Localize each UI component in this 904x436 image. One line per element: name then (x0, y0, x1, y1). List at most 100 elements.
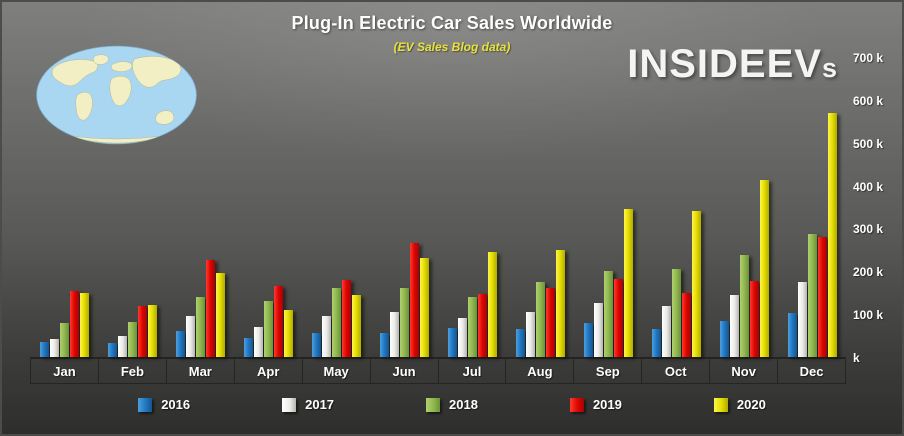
plot-area (30, 57, 846, 357)
bar-2016-jan (39, 342, 49, 357)
month-label-may: May (303, 359, 371, 383)
bar-2017-jul (457, 318, 467, 357)
legend-label-2017: 2017 (305, 397, 335, 412)
month-label-sep: Sep (574, 359, 643, 383)
bar-2017-jun (389, 312, 399, 357)
bar-2016-jun (379, 333, 389, 357)
y-tick-label: 600 k (853, 93, 884, 108)
bar-2019-feb (137, 306, 147, 357)
legend-label-2019: 2019 (592, 397, 622, 412)
legend-item-2016: 2016 (138, 397, 190, 412)
bar-2016-apr (243, 338, 253, 357)
bar-2018-sep (603, 271, 613, 357)
bar-2018-jan (59, 323, 69, 357)
bar-2020-dec (827, 113, 837, 357)
bar-2016-dec (787, 313, 797, 357)
bar-2020-oct (691, 211, 701, 357)
bar-group-feb (98, 57, 166, 357)
bar-2018-apr (263, 301, 273, 357)
bar-2019-apr (273, 286, 283, 357)
bar-2020-mar (215, 273, 225, 357)
y-axis: k 100 k 200 k 300 k 400 k 500 k 600 k 700 k (853, 51, 904, 365)
bar-2016-jul (447, 328, 457, 357)
bar-group-oct (642, 57, 710, 357)
bar-2016-aug (515, 329, 525, 357)
bar-2020-jan (79, 293, 89, 357)
logo-ev-text: EV (766, 42, 822, 86)
bar-2017-nov (729, 295, 739, 357)
month-label-jan: Jan (30, 359, 99, 383)
bar-2019-nov (749, 281, 759, 357)
y-tick-label: 300 k (853, 222, 884, 237)
bar-2020-jun (419, 258, 429, 357)
bar-2019-may (341, 280, 351, 357)
month-axis: Jan Feb Mar Apr May Jun Jul Aug Sep Oct Nov Dec (30, 357, 847, 384)
bar-2016-oct (651, 329, 661, 357)
bar-2018-jun (399, 288, 409, 357)
month-label-jun: Jun (371, 359, 439, 383)
month-label-feb: Feb (99, 359, 167, 383)
bar-2017-may (321, 316, 331, 357)
chart-title: Plug-In Electric Car Sales Worldwide (291, 13, 613, 33)
world-map-icon (35, 39, 198, 151)
bar-group-jan (30, 57, 98, 357)
insideevs-logo: INSIDEEVs (627, 44, 838, 84)
bar-group-jun (370, 57, 438, 357)
bar-2018-may (331, 288, 341, 357)
bar-2017-feb (117, 336, 127, 357)
y-tick-label: k (853, 351, 860, 365)
bar-2018-oct (671, 269, 681, 357)
bar-2018-mar (195, 297, 205, 357)
bar-2017-apr (253, 327, 263, 357)
bar-2019-mar (205, 260, 215, 357)
y-tick-label: 100 k (853, 308, 884, 323)
month-label-oct: Oct (642, 359, 711, 383)
bar-group-may (302, 57, 370, 357)
legend-swatch-2018 (426, 397, 441, 412)
bar-2016-sep (583, 323, 593, 357)
bar-group-jul (438, 57, 506, 357)
bar-2020-jul (487, 252, 497, 357)
bar-2017-aug (525, 312, 535, 357)
bar-2016-mar (175, 331, 185, 357)
bar-2016-feb (107, 343, 117, 357)
legend: 2016 2017 2018 2019 2020 (2, 397, 902, 412)
bar-2017-mar (185, 316, 195, 357)
bar-2019-sep (613, 279, 623, 357)
bar-group-dec (778, 57, 846, 357)
bar-2018-feb (127, 322, 137, 357)
chart-subtitle: (EV Sales Blog data) (393, 40, 511, 54)
bar-group-nov (710, 57, 778, 357)
month-label-apr: Apr (235, 359, 303, 383)
bar-groups (30, 57, 846, 357)
bar-2020-feb (147, 305, 157, 357)
bar-2016-nov (719, 321, 729, 357)
month-label-jul: Jul (439, 359, 507, 383)
y-tick-label: 500 k (853, 136, 884, 151)
month-label-aug: Aug (506, 359, 575, 383)
logo-inside-text: INSIDE (627, 42, 767, 86)
bar-2017-oct (661, 306, 671, 357)
bar-2017-dec (797, 282, 807, 357)
y-tick-label: 700 k (853, 51, 884, 65)
bar-group-apr (234, 57, 302, 357)
legend-label-2016: 2016 (161, 397, 191, 412)
bar-group-mar (166, 57, 234, 357)
bar-2020-nov (759, 180, 769, 357)
bar-2017-jan (49, 339, 59, 357)
legend-item-2017: 2017 (282, 397, 334, 412)
bar-2020-sep (623, 209, 633, 357)
legend-swatch-2016 (138, 397, 153, 412)
bar-2020-aug (555, 250, 565, 357)
bar-2018-nov (739, 255, 749, 357)
legend-label-2018: 2018 (449, 397, 478, 412)
bar-2019-aug (545, 288, 555, 357)
bar-2019-oct (681, 293, 691, 357)
bar-2019-dec (817, 237, 827, 357)
y-tick-label: 200 k (853, 265, 884, 280)
bar-2018-aug (535, 282, 545, 357)
bar-group-aug (506, 57, 574, 357)
bar-2019-jun (409, 243, 419, 357)
bar-2017-sep (593, 303, 603, 357)
bar-2020-apr (283, 310, 293, 357)
